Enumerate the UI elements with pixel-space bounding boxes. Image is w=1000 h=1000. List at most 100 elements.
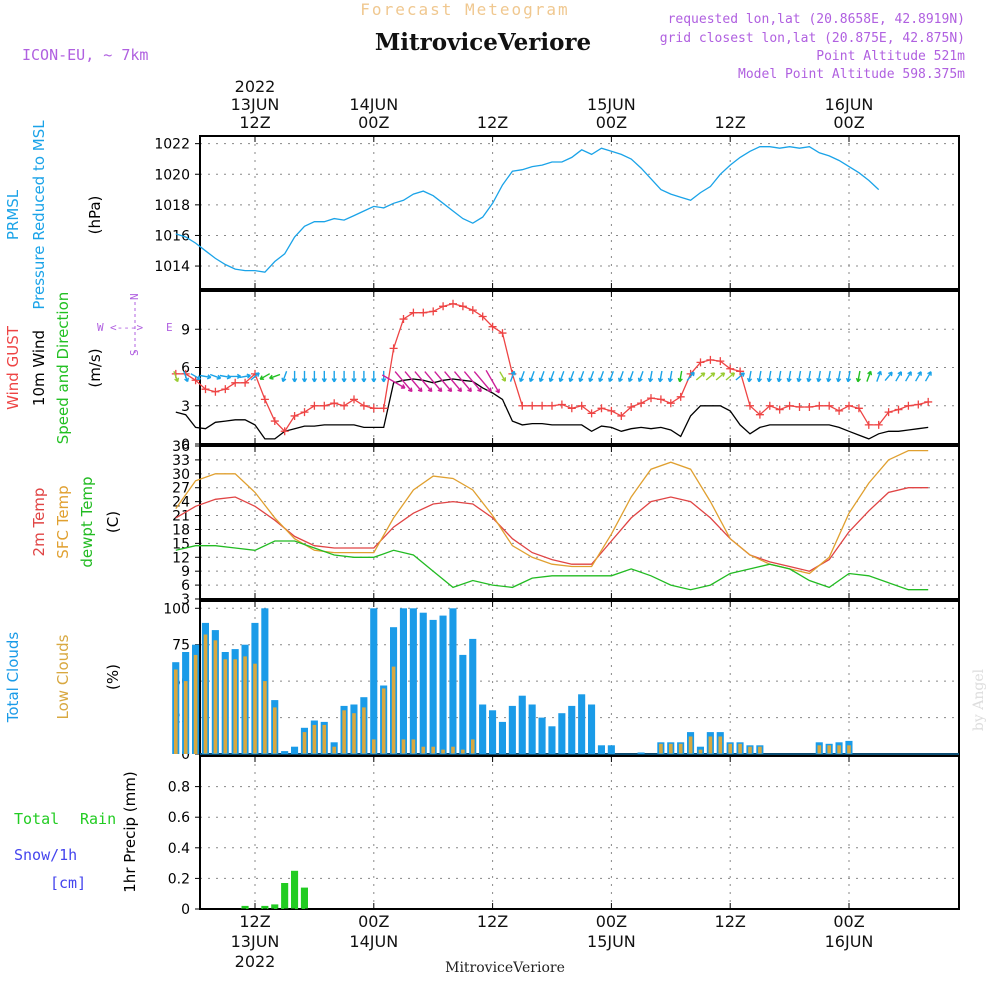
low-cloud-bar [263,681,267,754]
wind-direction-arrow [924,371,932,382]
gust-point [755,410,764,419]
low-cloud-bar [688,736,693,754]
wind-direction-arrow [528,371,535,383]
top-time-label: 00Z [833,113,864,132]
low-cloud-bar [441,749,445,754]
low-cloud-bar [738,743,742,754]
gust-point [567,404,576,413]
total-cloud-bar [548,726,556,754]
data-layer [171,146,959,910]
gust-point [617,411,626,420]
y-tick-label: 0 [181,437,190,453]
total-cloud-bar [578,694,586,754]
wind-direction-arrow [725,372,736,381]
gust-point [439,302,448,311]
bottom-date-label: 14JUN [349,932,398,951]
low-cloud-bar [431,746,435,754]
wind-direction-arrow [786,370,792,383]
rain-bar [300,887,308,909]
y-tick-label: 6 [181,578,190,594]
total-cloud-bar [568,705,576,754]
gust-point [795,403,804,412]
compass-n: N [128,293,141,300]
wind-direction-arrow [538,371,545,383]
bottom-date-label: 15JUN [587,932,636,951]
wind-direction-arrow [677,370,683,383]
panel-frame-precip [199,755,960,910]
temp-ylabel-1: SFC Temp [54,485,72,558]
bottom-time-label: 12Z [477,912,508,931]
y-tick-label: 0 [181,747,190,763]
bottom-date-label: 16JUN [825,932,874,951]
wind-direction-arrow [509,370,516,382]
bottom-year-label: 2022 [235,952,276,971]
rain-bar [271,904,279,909]
wind-direction-arrow [173,371,180,383]
wind-direction-arrow [806,370,812,383]
total-cloud-bar [459,654,467,754]
top-title: Forecast Meteogram [360,0,569,19]
wind-direction-arrow [499,371,506,382]
gust-point [488,322,497,331]
low-cloud-bar [223,659,228,754]
wind-direction-arrow [667,370,673,383]
temp-line-2 [175,540,929,591]
bottom-station: MitroviceVeriore [445,960,565,976]
wind-direction-arrow [866,370,873,382]
gust-point [854,404,863,413]
wind-ylabel-0: Wind GUST [4,325,22,410]
gust-point [706,355,715,364]
wind-direction-arrow [558,371,565,383]
low-cloud-bar [728,743,732,754]
low-cloud-bar [718,736,723,754]
y-tick-label: 36 [172,439,190,455]
gust-point [270,417,279,426]
wind-direction-arrow [904,371,912,382]
gust-point [518,401,527,410]
wind-direction-arrow [598,371,605,383]
y-tick-label: 75 [172,638,190,654]
wind-direction-arrow [746,370,753,383]
low-cloud-bar [273,707,277,754]
gust-point [874,420,883,429]
gust-point [864,420,873,429]
wind-direction-arrow [259,373,271,380]
wind-direction-arrow [250,372,260,381]
total-cloud-bar [409,608,417,754]
y-tick-label: 24 [172,495,190,511]
total-cloud-bar [370,608,378,754]
gust-point [577,401,586,410]
wind-direction-arrow [321,370,327,383]
y-tick-label: 1020 [154,167,190,183]
wind-direction-arrow [414,371,433,393]
y-tick-label: 1016 [154,228,190,244]
y-tick-label: 18 [172,522,190,538]
gust-point [231,378,240,387]
wind-direction-arrow [695,372,706,381]
wind-direction-arrow [914,371,922,382]
total-cloud-bar [489,710,497,754]
gust-point [528,401,537,410]
gust-point [290,411,299,420]
legend-rain: Rain [80,810,116,828]
wind-direction-arrow [361,370,367,383]
pressure-ylabel-0: PRMSL [4,189,22,240]
gust-point [557,400,566,409]
wind-direction-arrow [618,371,624,383]
y-tick-label: 3 [181,592,190,608]
low-cloud-bar [253,663,257,754]
low-cloud-bar [381,688,386,754]
wind-direction-arrow [796,370,802,383]
gust-point [904,401,913,410]
gust-point [785,401,794,410]
low-cloud-bar [213,640,218,754]
gust-point [647,394,655,403]
wind-direction-arrow [756,370,763,383]
requested-coords: requested lon,lat (20.8658E, 42.8919N) [668,12,965,27]
temp-ylabel-0: 2m Temp [30,488,48,557]
temp-ylabel-3: (C) [104,511,122,533]
wind-direction-arrow [548,371,555,383]
y-tick-label: 12 [172,550,190,566]
